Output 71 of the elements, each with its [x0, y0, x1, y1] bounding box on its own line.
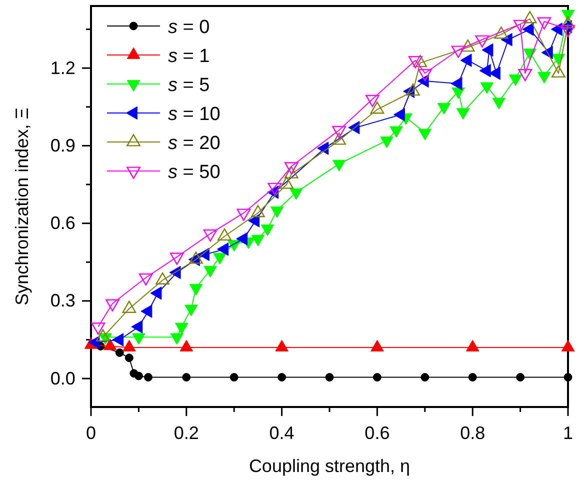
point [204, 266, 217, 278]
point [480, 82, 494, 94]
point [372, 373, 382, 382]
legend-label: s = 5 [168, 75, 210, 96]
legend-label: s = 0 [168, 17, 210, 38]
x-tick-label: 0.4 [269, 422, 294, 443]
point [390, 126, 403, 138]
y-tick-label: 0.3 [50, 290, 76, 311]
point [115, 348, 124, 357]
point [325, 373, 334, 382]
point [538, 72, 551, 84]
point [270, 206, 284, 218]
point [332, 160, 346, 172]
point [418, 128, 432, 140]
x-tick-label: 0 [86, 422, 96, 443]
point [365, 94, 380, 108]
point [175, 322, 188, 334]
point [475, 35, 490, 48]
y-tick-label: 0.9 [50, 135, 76, 156]
y-tick-label: 0.6 [50, 213, 76, 234]
point [290, 188, 303, 200]
point [437, 102, 451, 114]
point [132, 333, 146, 345]
point [106, 299, 120, 312]
point [230, 373, 238, 382]
point [508, 74, 522, 86]
x-tick-label: 0.8 [460, 422, 486, 443]
point [91, 322, 106, 335]
point [537, 17, 552, 30]
point [170, 333, 184, 345]
x-axis-title: Coupling strength, η [248, 456, 410, 476]
y-tick-label: 0.0 [50, 368, 76, 388]
point [332, 126, 346, 138]
point [408, 56, 422, 68]
point [561, 25, 575, 38]
point [564, 373, 572, 382]
point [138, 273, 153, 286]
point [284, 162, 298, 174]
point [516, 373, 525, 382]
point [260, 224, 274, 236]
point [513, 20, 528, 32]
point [213, 253, 226, 265]
point [251, 234, 265, 246]
point [468, 373, 477, 382]
point [189, 284, 203, 296]
legend-label: s = 10 [168, 104, 220, 125]
point [182, 373, 191, 382]
point [420, 373, 430, 382]
x-tick-label: 1 [562, 422, 574, 443]
legend-label: s = 50 [168, 162, 220, 183]
point [203, 229, 218, 242]
point [492, 98, 506, 110]
point [518, 68, 532, 82]
y-tick-label: 1.2 [50, 58, 76, 78]
point [278, 373, 286, 382]
y-axis-title: Synchronization index, Ξ [12, 108, 32, 306]
legend-label: s = 20 [168, 133, 220, 154]
point [268, 182, 282, 196]
point [134, 372, 143, 380]
point [456, 108, 470, 120]
point [124, 354, 134, 362]
x-tick-label: 0.6 [364, 422, 390, 443]
point [184, 304, 198, 316]
point [418, 68, 432, 82]
point [451, 46, 466, 58]
point [170, 252, 184, 265]
point [380, 136, 394, 148]
point [144, 373, 152, 382]
point [236, 208, 251, 221]
x-tick-label: 0.2 [174, 422, 199, 443]
legend-label: s = 1 [168, 46, 210, 67]
